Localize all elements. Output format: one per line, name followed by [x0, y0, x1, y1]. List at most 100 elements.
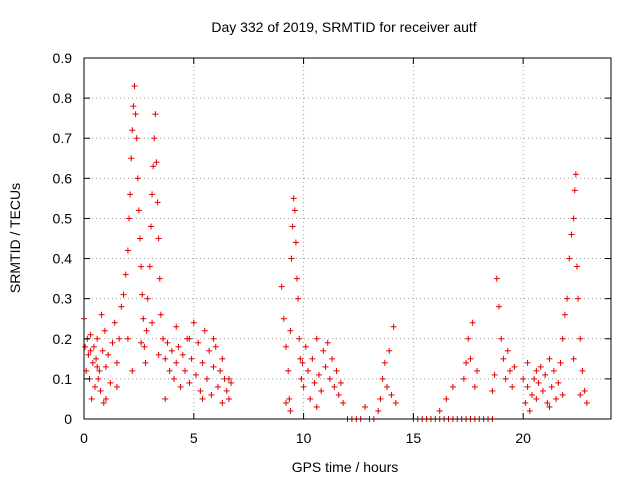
y-tick-label: 0.8: [53, 90, 73, 106]
data-point: [155, 351, 162, 358]
data-point: [90, 343, 97, 350]
data-point: [571, 187, 578, 194]
data-point: [154, 199, 161, 206]
data-point: [533, 395, 540, 402]
data-point: [124, 247, 131, 254]
data-point: [142, 359, 149, 366]
data-point: [531, 375, 538, 382]
data-point: [299, 359, 306, 366]
y-axis-label: SRMTID / TECUs: [7, 183, 23, 293]
data-point: [97, 387, 104, 394]
data-point: [102, 395, 109, 402]
data-point: [283, 399, 290, 406]
data-point: [141, 343, 148, 350]
data-point: [186, 335, 193, 342]
data-point: [139, 291, 146, 298]
data-point: [496, 303, 503, 310]
y-tick-label: 0.9: [53, 50, 73, 66]
data-point: [292, 239, 299, 246]
data-point: [186, 379, 193, 386]
chart-title: Day 332 of 2019, SRMTID for receiver aut…: [211, 19, 476, 35]
data-point: [386, 347, 393, 354]
data-point: [85, 351, 92, 358]
data-point: [506, 367, 513, 374]
x-tick-label: 10: [296, 430, 312, 446]
data-point: [375, 407, 382, 414]
data-point: [192, 371, 199, 378]
y-tick-label: 0.2: [53, 331, 73, 347]
x-tick-label: 15: [406, 430, 422, 446]
data-point: [583, 399, 590, 406]
data-point: [162, 355, 169, 362]
x-tick-label: 0: [80, 430, 88, 446]
data-point: [324, 339, 331, 346]
data-point: [471, 383, 478, 390]
data-point: [575, 295, 582, 302]
data-point: [210, 335, 217, 342]
data-point: [293, 275, 300, 282]
data-point: [390, 323, 397, 330]
data-point: [460, 375, 467, 382]
data-point: [280, 315, 287, 322]
data-point: [564, 295, 571, 302]
data-point: [550, 367, 557, 374]
data-point: [388, 391, 395, 398]
data-point: [199, 395, 206, 402]
data-point: [570, 355, 577, 362]
data-point: [493, 275, 500, 282]
data-point: [298, 375, 305, 382]
data-point: [133, 135, 140, 142]
data-point: [559, 335, 566, 342]
data-point: [118, 303, 125, 310]
data-point: [88, 395, 95, 402]
data-point: [579, 367, 586, 374]
x-tick-label: 20: [515, 430, 531, 446]
data-point: [548, 383, 555, 390]
data-point: [157, 311, 164, 318]
data-point: [573, 263, 580, 270]
data-point: [135, 207, 142, 214]
data-point: [307, 395, 314, 402]
data-point: [107, 379, 114, 386]
data-point: [182, 367, 189, 374]
y-tick-label: 0.1: [53, 371, 73, 387]
data-point: [322, 363, 329, 370]
data-point: [199, 359, 206, 366]
data-point: [557, 359, 564, 366]
data-point: [147, 223, 154, 230]
data-point: [304, 367, 311, 374]
data-point: [333, 367, 340, 374]
data-point: [311, 379, 318, 386]
data-point: [290, 195, 297, 202]
data-point: [436, 407, 443, 414]
data-point: [318, 387, 325, 394]
data-point: [295, 295, 302, 302]
data-point: [524, 383, 531, 390]
data-point: [151, 135, 158, 142]
grid: [84, 58, 611, 419]
data-point: [326, 375, 333, 382]
data-point: [577, 391, 584, 398]
data-point: [162, 395, 169, 402]
data-point: [177, 383, 184, 390]
data-point: [526, 407, 533, 414]
data-point: [509, 383, 516, 390]
data-point: [190, 319, 197, 326]
data-point: [533, 367, 540, 374]
data-point: [302, 343, 309, 350]
data-points: [81, 83, 590, 422]
data-point: [443, 395, 450, 402]
data-point: [568, 231, 575, 238]
data-point: [340, 399, 347, 406]
data-point: [465, 335, 472, 342]
data-point: [561, 311, 568, 318]
data-point: [309, 355, 316, 362]
data-point: [149, 191, 156, 198]
data-point: [570, 215, 577, 222]
data-point: [467, 355, 474, 362]
data-point: [195, 339, 202, 346]
y-tick-label: 0: [64, 411, 72, 427]
data-point: [94, 363, 101, 370]
data-point: [87, 347, 94, 354]
